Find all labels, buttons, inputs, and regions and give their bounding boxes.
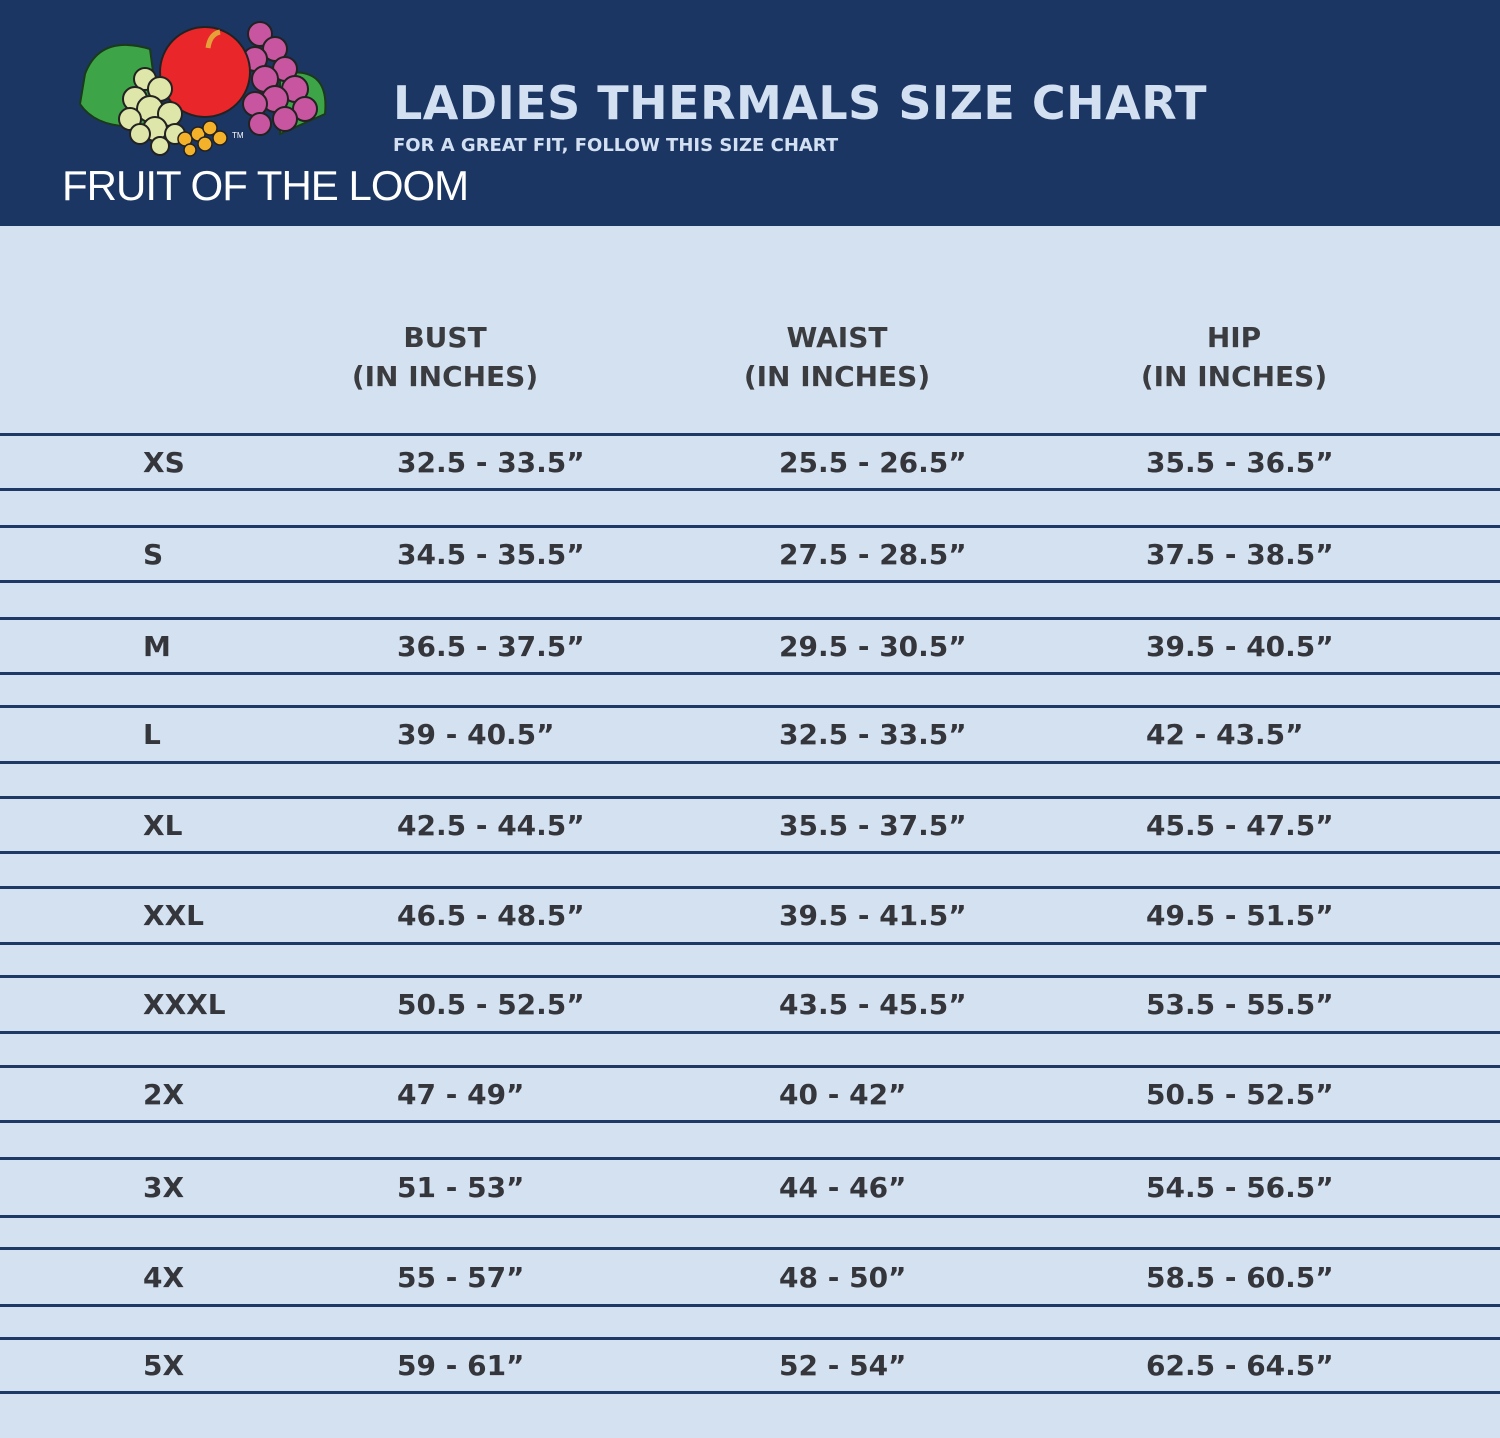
bust-cell: 34.5 - 35.5” [397, 537, 585, 571]
page-subtitle: FOR A GREAT FIT, FOLLOW THIS SIZE CHART [393, 135, 839, 156]
column-header-name: HIP [1206, 321, 1262, 354]
bust-cell: 46.5 - 48.5” [397, 899, 585, 932]
size-cell: M [143, 629, 171, 663]
row-top-rule [0, 433, 1500, 436]
column-header-unit: (IN INCHES) [743, 360, 931, 393]
column-header-unit: (IN INCHES) [1140, 360, 1328, 393]
bust-cell: 42.5 - 44.5” [397, 808, 585, 842]
size-cell: 4X [143, 1260, 185, 1294]
row-top-rule [0, 975, 1500, 978]
hip-cell: 35.5 - 36.5” [1146, 445, 1334, 479]
svg-text:TM: TM [232, 131, 244, 140]
waist-cell: 40 - 42” [779, 1077, 907, 1111]
waist-cell: 52 - 54” [779, 1349, 907, 1382]
brand-wordmark: FRUIT OF THE LOOM [62, 162, 469, 209]
bust-cell: 47 - 49” [397, 1077, 525, 1111]
bust-cell: 32.5 - 33.5” [397, 445, 585, 479]
waist-cell: 35.5 - 37.5” [779, 808, 967, 842]
row-top-rule [0, 796, 1500, 799]
hip-cell: 54.5 - 56.5” [1146, 1171, 1334, 1204]
bust-cell: 51 - 53” [397, 1171, 525, 1204]
waist-cell: 32.5 - 33.5” [779, 718, 967, 751]
row-bottom-rule [0, 761, 1500, 764]
row-top-rule [0, 886, 1500, 889]
row-bottom-rule [0, 488, 1500, 491]
size-cell: XXL [143, 899, 205, 932]
row-bottom-rule [0, 942, 1500, 945]
page-title: LADIES THERMALS SIZE CHART [393, 76, 1207, 130]
column-header-unit: (IN INCHES) [351, 360, 539, 393]
hip-cell: 45.5 - 47.5” [1146, 808, 1334, 842]
hip-cell: 39.5 - 40.5” [1146, 629, 1334, 663]
size-cell: XL [143, 808, 183, 842]
size-cell: 2X [143, 1077, 185, 1111]
bust-cell: 36.5 - 37.5” [397, 629, 585, 663]
row-bottom-rule [0, 672, 1500, 675]
size-cell: XXXL [143, 988, 226, 1021]
bust-cell: 55 - 57” [397, 1260, 525, 1294]
size-cell: L [143, 718, 161, 751]
row-bottom-rule [0, 1031, 1500, 1034]
bust-cell: 59 - 61” [397, 1349, 525, 1382]
row-bottom-rule [0, 1304, 1500, 1307]
row-top-rule [0, 617, 1500, 620]
waist-cell: 39.5 - 41.5” [779, 899, 967, 932]
size-cell: XS [143, 445, 185, 479]
column-header-hip: HIP (IN INCHES) [1084, 318, 1384, 396]
column-header-bust: BUST (IN INCHES) [295, 318, 595, 396]
row-bottom-rule [0, 1120, 1500, 1123]
row-top-rule [0, 1157, 1500, 1160]
row-top-rule [0, 705, 1500, 708]
row-bottom-rule [0, 1215, 1500, 1218]
hip-cell: 53.5 - 55.5” [1146, 988, 1334, 1021]
waist-cell: 48 - 50” [779, 1260, 907, 1294]
row-bottom-rule [0, 1391, 1500, 1394]
fruit-of-the-loom-logo: TM [78, 21, 327, 157]
row-bottom-rule [0, 851, 1500, 854]
waist-cell: 27.5 - 28.5” [779, 537, 967, 571]
hip-cell: 37.5 - 38.5” [1146, 537, 1334, 571]
column-header-name: BUST [403, 321, 487, 354]
row-top-rule [0, 525, 1500, 528]
size-cell: 5X [143, 1349, 185, 1382]
waist-cell: 25.5 - 26.5” [779, 445, 967, 479]
hip-cell: 42 - 43.5” [1146, 718, 1304, 751]
bust-cell: 39 - 40.5” [397, 718, 555, 751]
waist-cell: 29.5 - 30.5” [779, 629, 967, 663]
hip-cell: 50.5 - 52.5” [1146, 1077, 1334, 1111]
row-top-rule [0, 1337, 1500, 1340]
size-cell: 3X [143, 1171, 185, 1204]
waist-cell: 43.5 - 45.5” [779, 988, 967, 1021]
hip-cell: 58.5 - 60.5” [1146, 1260, 1334, 1294]
column-header-name: WAIST [786, 321, 888, 354]
bust-cell: 50.5 - 52.5” [397, 988, 585, 1021]
header-banner: TM FRUIT OF THE LOOM LADIES THERMALS SIZ… [0, 0, 1500, 226]
hip-cell: 62.5 - 64.5” [1146, 1349, 1334, 1382]
size-cell: S [143, 537, 164, 571]
hip-cell: 49.5 - 51.5” [1146, 899, 1334, 932]
row-top-rule [0, 1247, 1500, 1250]
waist-cell: 44 - 46” [779, 1171, 907, 1204]
column-header-waist: WAIST (IN INCHES) [687, 318, 987, 396]
row-top-rule [0, 1065, 1500, 1068]
row-bottom-rule [0, 580, 1500, 583]
